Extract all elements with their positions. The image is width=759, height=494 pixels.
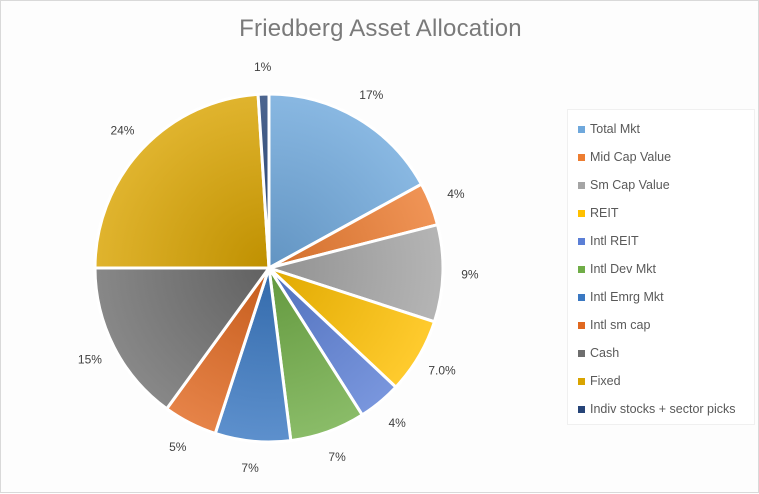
legend-swatch xyxy=(578,321,585,329)
legend-label: Intl REIT xyxy=(590,234,639,248)
legend-item: Total Mkt xyxy=(578,119,640,139)
legend-swatch xyxy=(578,377,585,385)
legend-swatch xyxy=(578,349,585,357)
data-label: 9% xyxy=(461,267,479,281)
legend-item: Intl sm cap xyxy=(578,315,650,335)
pie-slice-sm-cap-value xyxy=(263,222,445,324)
legend-swatch xyxy=(578,405,585,413)
data-label: 7.0% xyxy=(428,363,456,377)
legend-label: Fixed xyxy=(590,374,621,388)
legend-label: Sm Cap Value xyxy=(590,178,670,192)
legend-label: Mid Cap Value xyxy=(590,150,672,164)
pie-slice-indiv-stocks-sector-picks xyxy=(256,92,271,269)
legend-item: Sm Cap Value xyxy=(578,175,670,195)
legend-item: REIT xyxy=(578,203,618,223)
data-label: 15% xyxy=(78,352,102,366)
pie-slices xyxy=(93,92,445,444)
legend-label: Intl Dev Mkt xyxy=(590,262,656,276)
legend-label: REIT xyxy=(590,206,619,220)
legend-item: Cash xyxy=(578,343,619,363)
legend-swatch xyxy=(578,181,585,189)
chart-title: Friedberg Asset Allocation xyxy=(239,15,522,42)
data-label: 4% xyxy=(447,187,465,201)
pie-slice-cash xyxy=(93,266,272,411)
legend-item: Indiv stocks + sector picks xyxy=(578,399,736,419)
legend-label: Indiv stocks + sector picks xyxy=(590,402,736,416)
legend-item: Fixed xyxy=(578,371,621,391)
data-label: 17% xyxy=(359,88,383,102)
legend-item: Intl REIT xyxy=(578,231,639,251)
pie-labels: 17% 4% 9% 7.0% 4% 7% 7% 5% 15% 24% 1% xyxy=(78,60,479,475)
legend-label: Intl Emrg Mkt xyxy=(590,290,664,304)
data-label: 24% xyxy=(110,123,134,137)
data-label: 7% xyxy=(241,461,259,475)
pie-slice-fixed xyxy=(93,92,271,270)
legend-swatch xyxy=(578,153,585,161)
legend-swatch xyxy=(578,237,585,245)
legend-label: Total Mkt xyxy=(590,122,641,136)
legend-swatch xyxy=(578,209,585,217)
legend: Total Mkt Mid Cap Value Sm Cap Value REIT In… xyxy=(567,109,755,425)
legend-swatch xyxy=(578,265,585,273)
pie-slice-total-mkt xyxy=(267,92,424,271)
legend-item: Intl Emrg Mkt xyxy=(578,287,664,307)
legend-item: Intl Dev Mkt xyxy=(578,259,656,279)
legend-swatch xyxy=(578,293,585,301)
data-label: 7% xyxy=(328,450,346,464)
legend-item: Mid Cap Value xyxy=(578,147,671,167)
legend-label: Intl sm cap xyxy=(590,318,651,332)
legend-label: Cash xyxy=(590,346,620,360)
data-label: 1% xyxy=(254,60,272,74)
data-label: 5% xyxy=(169,440,187,454)
data-label: 4% xyxy=(388,416,406,430)
legend-swatch xyxy=(578,125,585,133)
